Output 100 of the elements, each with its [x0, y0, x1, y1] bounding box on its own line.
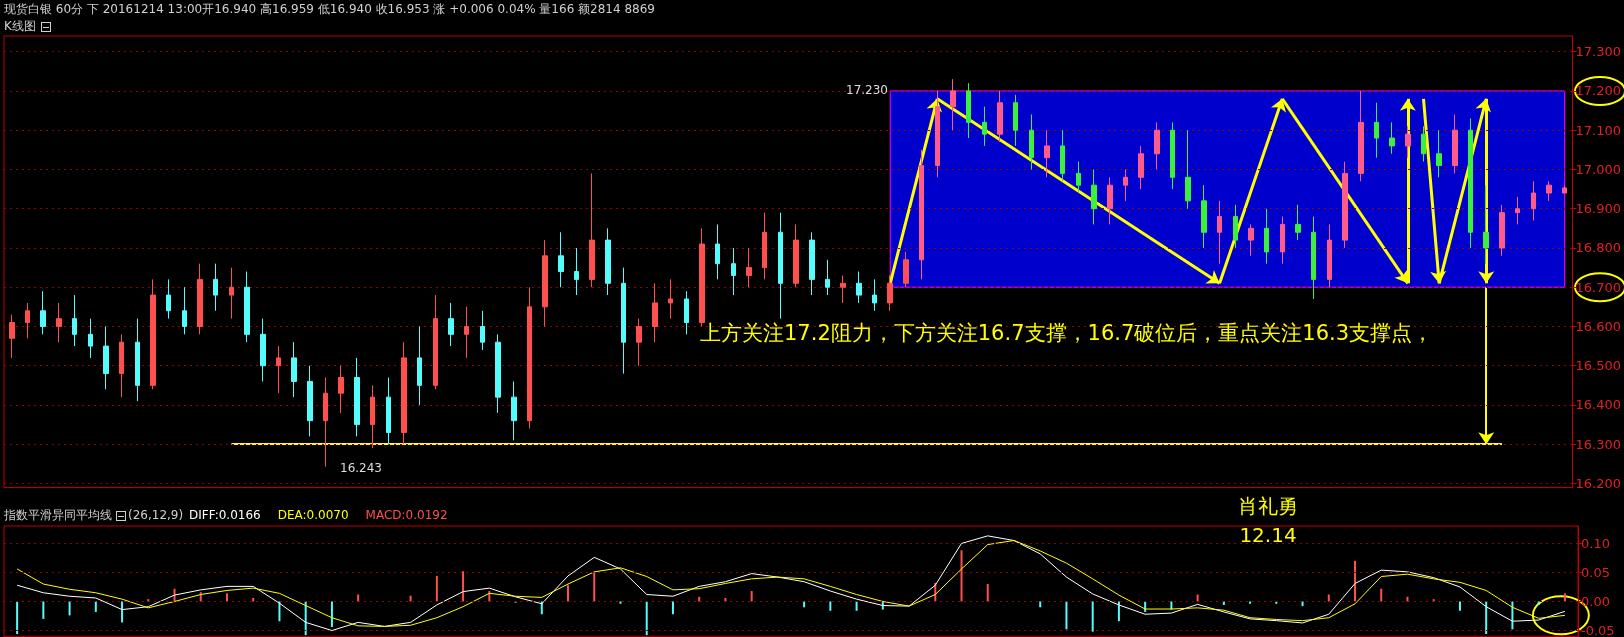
bar	[803, 601, 806, 608]
candlestick	[1468, 117, 1473, 249]
bar	[829, 601, 832, 611]
candlestick	[966, 82, 971, 139]
candlestick	[1138, 145, 1144, 190]
text: 肖礼勇	[1238, 494, 1298, 518]
candlestick	[731, 247, 736, 296]
candlestick	[135, 318, 140, 402]
candlestick	[1342, 161, 1348, 249]
candlestick	[903, 251, 909, 288]
candlestick	[840, 274, 846, 304]
candlestick	[1201, 184, 1207, 249]
candlestick	[1029, 114, 1034, 170]
candlestick	[1499, 204, 1505, 257]
bar	[1537, 601, 1540, 605]
candlestick	[1562, 185, 1567, 194]
candlestick	[574, 247, 579, 296]
candlestick	[511, 380, 517, 441]
candlestick	[25, 302, 30, 339]
candlestick	[935, 90, 940, 178]
candlestick	[354, 357, 360, 437]
text: DIFF:0.0166	[189, 508, 261, 522]
candlestick	[636, 318, 642, 367]
candlestick	[1436, 129, 1442, 178]
bar	[1301, 601, 1304, 607]
y-tick-label: 16.300	[1575, 436, 1622, 452]
bar	[1275, 601, 1278, 604]
candlestick	[1358, 90, 1364, 182]
chart-subtitle: (26,12,9)	[128, 508, 184, 522]
candlestick	[244, 271, 250, 343]
bar	[1458, 601, 1461, 611]
candlestick	[778, 212, 783, 320]
candlestick	[448, 302, 454, 347]
candlestick	[1546, 180, 1552, 202]
candlestick	[605, 227, 611, 296]
candlestick	[542, 239, 548, 327]
bar	[645, 601, 648, 636]
bar	[330, 601, 333, 628]
candlestick	[291, 341, 297, 398]
candlestick	[1185, 129, 1191, 210]
bar	[1222, 601, 1225, 605]
candlestick	[1389, 121, 1395, 155]
candlestick	[1280, 216, 1285, 265]
candlestick	[417, 325, 422, 406]
candlestick	[464, 306, 469, 359]
y-tick-label: 16.600	[1575, 318, 1622, 334]
y-tick-label: 0.05	[1581, 564, 1610, 580]
candlestick	[1076, 161, 1081, 194]
candlestick	[1311, 216, 1316, 300]
candlestick	[715, 223, 720, 280]
y-tick-label: 0.10	[1581, 535, 1610, 551]
y-tick-label: 16.400	[1575, 397, 1622, 413]
candlestick	[825, 259, 830, 296]
candlestick	[919, 149, 924, 280]
bar	[121, 601, 124, 623]
bar	[1354, 560, 1357, 602]
chart-title: 指数平滑异同平均线	[3, 508, 112, 522]
y-tick-label: 17.000	[1575, 161, 1622, 177]
candlestick	[276, 345, 281, 394]
candlestick	[495, 333, 501, 414]
annotation: 上方关注17.2阻力，下方关注16.7支撑，16.7破位后，重点关注16.3支撑点，	[700, 320, 1434, 345]
candlestick	[1154, 121, 1160, 170]
candlestick	[872, 278, 877, 312]
candlestick	[793, 223, 799, 288]
bar	[42, 601, 45, 619]
y-tick-label: 17.300	[1575, 44, 1622, 60]
bar	[1117, 601, 1120, 622]
y-tick-label: 16.800	[1575, 240, 1622, 256]
candlestick	[401, 341, 407, 445]
bar	[671, 601, 674, 615]
text: DEA:0.0070	[277, 508, 349, 522]
bar	[960, 550, 963, 602]
bar	[94, 601, 97, 612]
annotation: 16.243	[340, 461, 382, 475]
candlestick	[1531, 180, 1536, 221]
candlestick	[40, 290, 46, 335]
candlestick	[307, 365, 313, 437]
y-tick-label: 17.200	[1575, 83, 1622, 99]
candlestick	[621, 267, 626, 375]
bar	[1249, 601, 1252, 604]
candlestick	[997, 90, 1003, 143]
candlestick	[386, 377, 391, 445]
candlestick	[260, 318, 266, 382]
candlestick	[982, 106, 987, 147]
candlestick	[1405, 125, 1411, 159]
candlestick	[809, 231, 815, 296]
candlestick	[229, 267, 234, 320]
candlestick	[762, 212, 767, 280]
candlestick	[182, 286, 187, 335]
candlestick	[1327, 223, 1332, 288]
bar	[1563, 593, 1566, 602]
y-tick-label: 17.100	[1575, 122, 1622, 138]
bar	[462, 571, 465, 602]
annotation: 17.230	[846, 83, 888, 97]
text: MACD:0.0192	[365, 508, 448, 522]
candlestick	[1374, 102, 1379, 159]
candlestick	[746, 247, 752, 288]
bar	[986, 584, 989, 602]
candlestick	[370, 384, 375, 449]
candlestick	[1295, 204, 1301, 241]
